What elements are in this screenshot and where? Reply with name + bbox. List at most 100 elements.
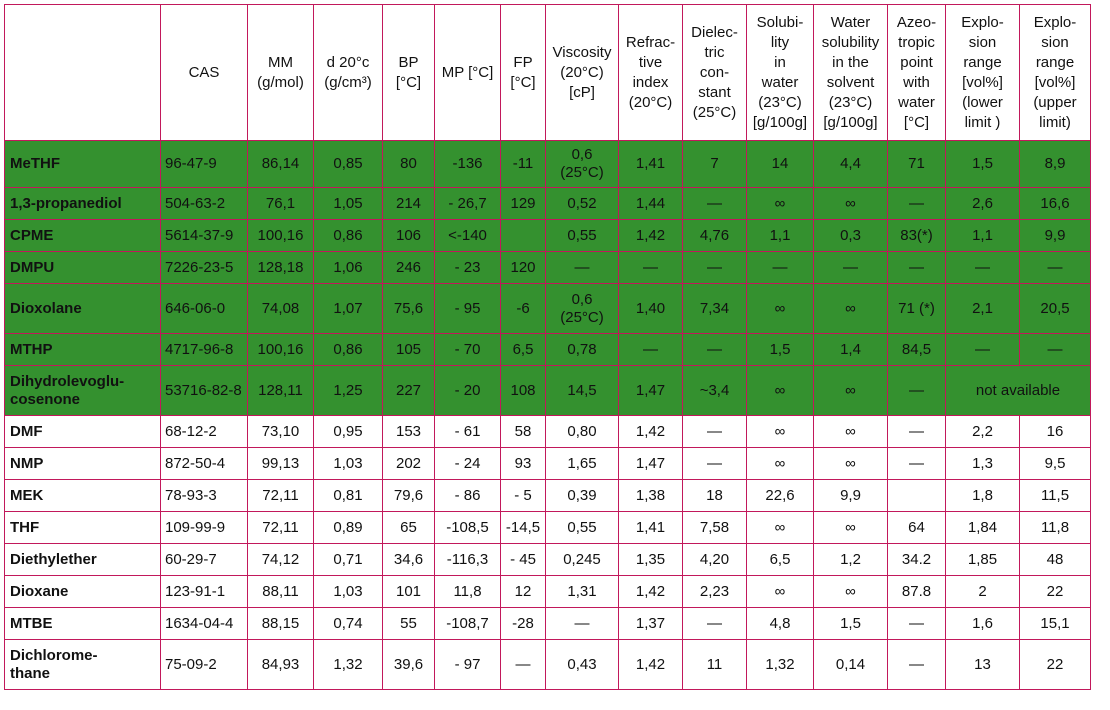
table-cell: 1,8 — [945, 479, 1020, 512]
table-cell: 84,5 — [887, 333, 946, 366]
table-cell: 14,5 — [545, 365, 619, 416]
table-cell: 0,78 — [545, 333, 619, 366]
table-cell: 1,37 — [618, 607, 683, 640]
table-cell: 1,42 — [618, 219, 683, 252]
column-header: Solubi-lity in water (23°C) [g/100g] — [746, 4, 814, 141]
table-cell: 71 — [887, 140, 946, 188]
table-cell: 4,4 — [813, 140, 888, 188]
column-header: Explo-sion range [vol%] (upper limit) — [1019, 4, 1091, 141]
cas-number: 646-06-0 — [160, 283, 248, 334]
table-cell: 101 — [382, 575, 435, 608]
table-cell: — — [682, 187, 747, 220]
table-cell: ∞ — [746, 511, 814, 544]
table-cell: 6,5 — [746, 543, 814, 576]
column-header: Refrac-tive index (20°C) — [618, 4, 683, 141]
table-cell: -108,5 — [434, 511, 501, 544]
table-row: CPME 5614-37-9 100,16 0,86 106 <-140 0,55 1,42 4… — [4, 219, 1091, 252]
table-cell: 106 — [382, 219, 435, 252]
table-cell: 8,9 — [1019, 140, 1091, 188]
table-cell: 0,6 (25°C) — [545, 140, 619, 188]
table-cell: 1,35 — [618, 543, 683, 576]
table-cell: 1,40 — [618, 283, 683, 334]
table-cell: - 95 — [434, 283, 501, 334]
table-cell — [887, 479, 946, 512]
table-cell: 64 — [887, 511, 946, 544]
table-cell: 0,86 — [313, 333, 383, 366]
table-cell: 7 — [682, 140, 747, 188]
column-header: Dielec-tric con-stant (25°C) — [682, 4, 747, 141]
cas-number: 78-93-3 — [160, 479, 248, 512]
table-cell: 128,18 — [247, 251, 314, 284]
table-cell: 1,47 — [618, 447, 683, 480]
table-cell: <-140 — [434, 219, 501, 252]
table-cell: 0,14 — [813, 639, 888, 690]
table-row: MeTHF 96-47-9 86,14 0,85 80 -136 -11 0,6 (25°C) 1… — [4, 140, 1091, 188]
table-cell: 0,86 — [313, 219, 383, 252]
table-cell: — — [545, 251, 619, 284]
table-cell: 71 (*) — [887, 283, 946, 334]
solvent-name: Dioxolane — [4, 283, 161, 334]
table-cell: ∞ — [813, 415, 888, 448]
table-cell: 72,11 — [247, 511, 314, 544]
table-cell: -28 — [500, 607, 546, 640]
table-cell: — — [682, 447, 747, 480]
solvent-name: CPME — [4, 219, 161, 252]
table-cell: 88,11 — [247, 575, 314, 608]
table-cell: 2,2 — [945, 415, 1020, 448]
table-cell: ~3,4 — [682, 365, 747, 416]
table-row: Diethylether 60-29-7 74,12 0,71 34,6 -116,3- … — [4, 543, 1091, 576]
table-cell: 88,15 — [247, 607, 314, 640]
table-cell: 0,39 — [545, 479, 619, 512]
table-cell: — — [887, 639, 946, 690]
table-row: 1,3-propanediol 504-63-2 76,1 1,05 214- 26,7… — [4, 187, 1091, 220]
solvent-name: MEK — [4, 479, 161, 512]
table-cell: - 86 — [434, 479, 501, 512]
table-cell: 0,55 — [545, 219, 619, 252]
table-cell: -116,3 — [434, 543, 501, 576]
table-cell — [500, 219, 546, 252]
table-cell: 76,1 — [247, 187, 314, 220]
table-cell: 87.8 — [887, 575, 946, 608]
table-cell: - 26,7 — [434, 187, 501, 220]
table-cell: 79,6 — [382, 479, 435, 512]
column-header: MM (g/mol) — [247, 4, 314, 141]
table-cell: — — [813, 251, 888, 284]
table-cell: — — [887, 447, 946, 480]
column-header: Azeo-tropic point with water [°C] — [887, 4, 946, 141]
table-cell: 11,8 — [434, 575, 501, 608]
table-cell: 246 — [382, 251, 435, 284]
solvent-name: MTBE — [4, 607, 161, 640]
table-cell: — — [887, 365, 946, 416]
table-cell: 18 — [682, 479, 747, 512]
table-cell: -6 — [500, 283, 546, 334]
solvent-name: 1,3-propanediol — [4, 187, 161, 220]
table-cell: 80 — [382, 140, 435, 188]
table-cell: 0,55 — [545, 511, 619, 544]
table-cell: 1,03 — [313, 575, 383, 608]
table-cell: 1,65 — [545, 447, 619, 480]
cas-number: 109-99-9 — [160, 511, 248, 544]
table-cell: - 61 — [434, 415, 501, 448]
table-cell: ∞ — [746, 365, 814, 416]
table-cell: 0,80 — [545, 415, 619, 448]
table-cell: 1,41 — [618, 511, 683, 544]
table-row: Dichlorome-thane 75-09-2 84,93 1,32 39,6- 97… — [4, 639, 1091, 690]
table-cell: 7,58 — [682, 511, 747, 544]
table-cell: — — [618, 251, 683, 284]
table-cell: ∞ — [746, 575, 814, 608]
table-cell: 0,81 — [313, 479, 383, 512]
table-cell: 0,245 — [545, 543, 619, 576]
table-row: MTHP 4717-96-8 100,16 0,86 105- 70 6,5 0,78— —1… — [4, 333, 1091, 366]
table-cell: 15,1 — [1019, 607, 1091, 640]
table-cell: 75,6 — [382, 283, 435, 334]
solvent-name: Dichlorome-thane — [4, 639, 161, 690]
table-cell: — — [682, 607, 747, 640]
cas-number: 53716-82-8 — [160, 365, 248, 416]
table-cell: 73,10 — [247, 415, 314, 448]
table-cell: 55 — [382, 607, 435, 640]
table-cell: 39,6 — [382, 639, 435, 690]
table-cell: — — [945, 251, 1020, 284]
cas-number: 4717-96-8 — [160, 333, 248, 366]
table-cell: 1,5 — [813, 607, 888, 640]
cas-number: 504-63-2 — [160, 187, 248, 220]
